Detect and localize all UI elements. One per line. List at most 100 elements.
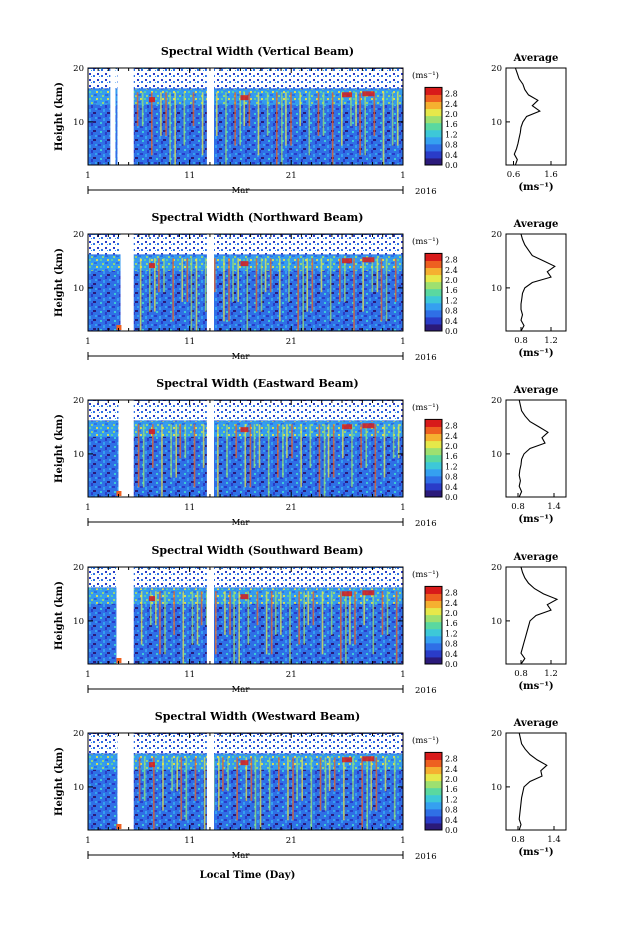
heatmap-high-patch: [240, 427, 249, 433]
heatmap-streak: [258, 424, 261, 468]
colorbar-segment: [425, 316, 442, 325]
colorbar-unit: (ms⁻¹): [412, 402, 439, 413]
y-tick-label: 20: [73, 396, 84, 406]
heatmap-streak: [359, 92, 361, 156]
heatmap-streak: [365, 424, 368, 468]
heatmap-streak: [180, 757, 183, 821]
heatmap-streak: [224, 591, 226, 635]
heatmap-high-patch: [148, 97, 155, 103]
heatmap-streak: [216, 92, 218, 136]
x-tick-label: 21: [286, 337, 297, 347]
heatmap-streak: [171, 757, 173, 792]
heatmap-streak: [143, 757, 146, 801]
heatmap-streak: [235, 424, 237, 459]
heatmap-high-patch: [342, 92, 353, 98]
heatmap-streak: [274, 591, 277, 635]
heatmap-streak: [172, 258, 174, 322]
heatmap-low-marker: [116, 824, 122, 829]
colorbar-segment: [425, 593, 442, 602]
avg-y-tick-label: 10: [491, 118, 502, 128]
plot-frame: [87, 566, 404, 665]
colorbar-tick-label: 2.4: [445, 599, 458, 608]
colorbar-segment: [425, 433, 442, 442]
heatmap-streak: [192, 92, 195, 127]
heatmap-streak: [381, 591, 384, 635]
colorbar-tick-label: 2.8: [445, 589, 458, 598]
heatmap-streak: [195, 258, 198, 331]
data-gap: [117, 68, 134, 165]
heatmap-high-patch: [148, 429, 155, 435]
y-tick-label: 10: [73, 783, 84, 793]
heatmap-streak: [394, 258, 397, 302]
heatmap-streak: [204, 258, 207, 312]
heatmap-streak: [324, 757, 327, 811]
heatmap-streak: [247, 591, 250, 645]
heatmap-streak: [173, 591, 175, 635]
colorbar-tick-label: 2.0: [445, 609, 458, 618]
colorbar-segment: [425, 635, 442, 644]
colorbar-tick-label: 0.8: [445, 640, 458, 649]
panel-title: Spectral Width (Vertical Beam): [161, 45, 354, 58]
heatmap-streak: [306, 258, 309, 312]
heatmap-streak: [153, 757, 155, 830]
x-tick-label: 21: [286, 503, 297, 513]
heatmap-streak: [362, 258, 364, 312]
heatmap-streak: [155, 591, 157, 626]
heatmap-streak: [291, 424, 293, 459]
heatmap-streak: [279, 258, 281, 322]
heatmap-streak: [363, 591, 365, 626]
colorbar-segment: [425, 309, 442, 318]
colorbar-tick-label: 0.0: [445, 161, 458, 170]
heatmap-streak: [311, 258, 314, 312]
heatmap-upper-sparse: [88, 568, 403, 588]
heatmap-streak: [193, 424, 196, 488]
heatmap-streak: [139, 258, 142, 331]
colorbar-tick-label: 1.2: [445, 629, 458, 638]
heatmap-streak: [201, 92, 204, 156]
avg-y-tick-label: 20: [491, 230, 502, 240]
heatmap-streak: [328, 757, 331, 792]
beam-panel-3: Spectral Width (Southward Beam) 10 20 Heigh…: [54, 544, 567, 696]
heatmap-streak: [183, 92, 186, 146]
heatmap-streak: [203, 757, 206, 830]
colorbar-segment: [425, 115, 442, 124]
y-tick-label: 10: [73, 450, 84, 460]
heatmap-streak: [191, 591, 194, 645]
colorbar-tick-label: 1.2: [445, 795, 458, 804]
colorbar-segment: [425, 302, 442, 311]
heatmap-streak: [385, 258, 388, 322]
y-tick-label: 10: [73, 118, 84, 128]
heatmap-high-patch: [342, 591, 353, 597]
colorbar-unit: (ms⁻¹): [412, 735, 439, 746]
heatmap-streak: [278, 757, 280, 792]
colorbar-segment: [425, 274, 442, 283]
colorbar-tick-label: 1.6: [445, 619, 458, 628]
heatmap-streak: [376, 258, 379, 293]
average-profile-line: [513, 67, 541, 166]
heatmap-streak: [319, 757, 322, 811]
y-tick-label: 20: [73, 729, 84, 739]
heatmap-streak: [227, 757, 229, 792]
average-title: Average: [513, 552, 559, 563]
colorbar-tick-label: 1.2: [445, 462, 458, 471]
beam-panel-4: Spectral Width (Westward Beam) 10 20 Height…: [54, 710, 567, 862]
heatmap-streak: [236, 757, 238, 821]
average-title: Average: [513, 718, 559, 729]
colorbar-tick-label: 0.4: [445, 317, 458, 326]
heatmap-streak: [179, 424, 182, 459]
avg-x-label: (ms⁻¹): [518, 348, 553, 359]
heatmap-streak: [343, 757, 345, 821]
colorbar-tick-label: 2.8: [445, 256, 458, 265]
average-profile-line: [518, 732, 548, 831]
colorbar-segment: [425, 815, 442, 824]
average-title: Average: [513, 53, 559, 64]
heatmap-streak: [268, 757, 271, 811]
colorbar-segment: [425, 801, 442, 810]
heatmap-streak: [217, 424, 219, 497]
heatmap-streak: [164, 591, 166, 655]
heatmap-streak: [322, 92, 325, 136]
avg-y-tick-label: 10: [491, 783, 502, 793]
average-profile-line: [520, 233, 556, 332]
y-axis-label: Height (km): [54, 248, 65, 317]
heatmap-streak: [296, 757, 298, 801]
